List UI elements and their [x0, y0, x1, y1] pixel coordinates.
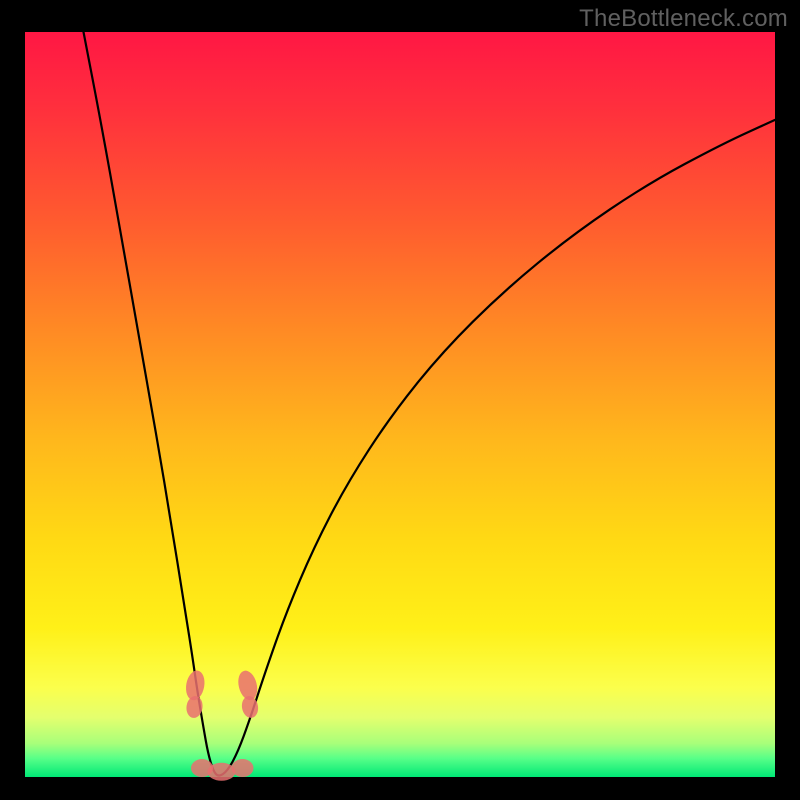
marker-bead: [232, 759, 254, 777]
watermark-text: TheBottleneck.com: [579, 5, 788, 33]
marker-bead: [208, 763, 236, 781]
bottleneck-curve: [25, 32, 775, 777]
plot-area: [25, 32, 775, 777]
